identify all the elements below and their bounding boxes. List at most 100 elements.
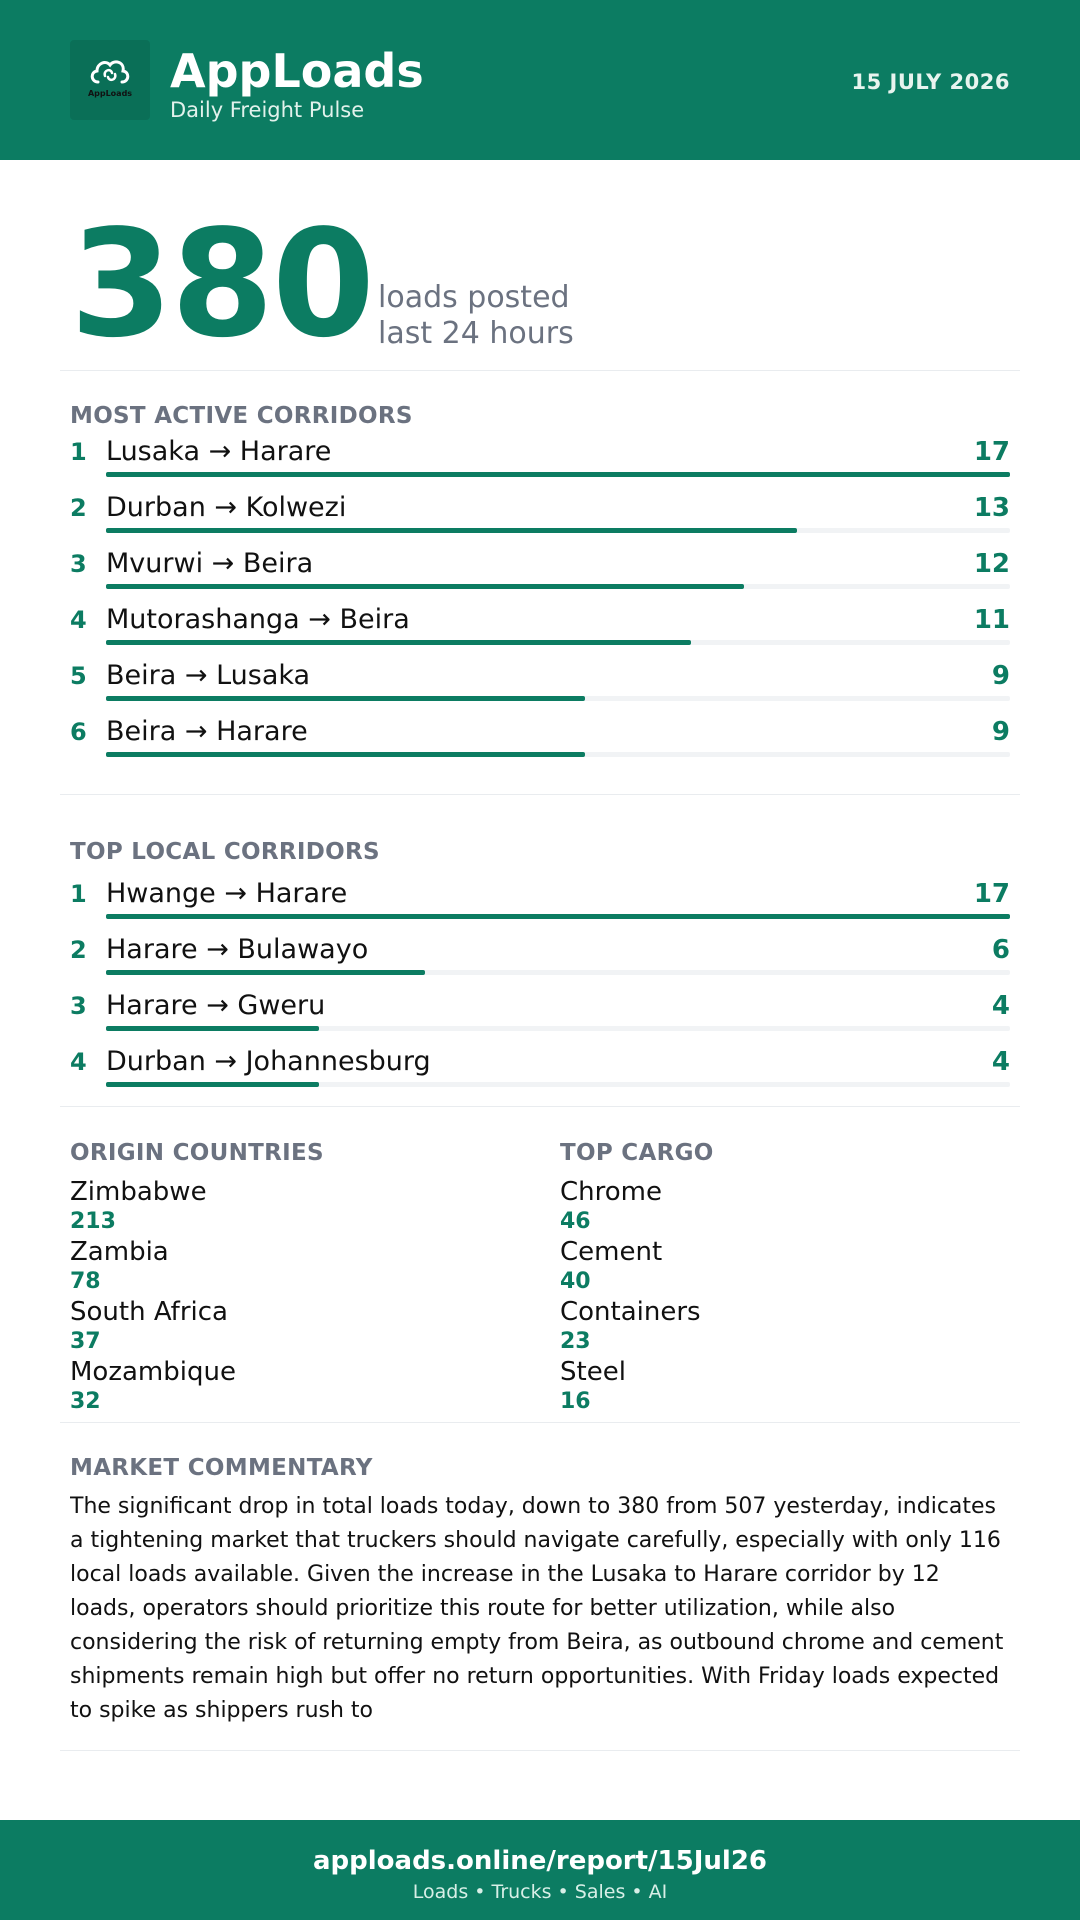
corridor-row: 2 Durban → Kolwezi 13 [70,488,1010,544]
stat-count: 46 [560,1209,591,1234]
stat-count: 213 [70,1209,116,1234]
top-local-title: TOP LOCAL CORRIDORS [70,839,380,865]
corridor-route: Beira → Harare [106,716,308,747]
corridor-route: Beira → Lusaka [106,660,311,691]
footer-tagline: Loads • Trucks • Sales • AI [412,1881,668,1903]
corridor-bar-track [106,472,1010,477]
corridor-route: Mvurwi → Beira [106,548,314,579]
corridor-count: 17 [973,437,1010,467]
corridor-route: Durban → Johannesburg [106,1046,431,1077]
stat-item: Zambia 78 [70,1237,490,1297]
corridor-count: 6 [991,935,1010,965]
stat-item: Cement 40 [560,1237,980,1297]
corridor-count: 9 [991,717,1010,747]
corridor-rank: 2 [70,494,87,522]
corridor-bar-fill [106,640,691,645]
stat-count: 32 [70,1389,101,1414]
corridor-route: Harare → Bulawayo [106,934,369,965]
corridor-rank: 5 [70,662,87,690]
stat-item: Mozambique 32 [70,1357,490,1417]
logo-text: AppLoads [87,89,133,98]
corridor-bar-track [106,970,1010,975]
report-date: 15 JULY 2026 [851,70,1010,94]
stat-name: Zambia [70,1237,169,1267]
corridor-route: Hwange → Harare [106,878,348,909]
corridor-bar-track [106,640,1010,645]
corridor-rank: 1 [70,438,87,466]
cloud-link-icon [90,60,130,84]
total-loads-label-line2: last 24 hours [378,316,574,351]
corridor-bar-fill [106,752,585,757]
stat-item: Chrome 46 [560,1177,980,1237]
corridor-row: 1 Hwange → Harare 17 [70,874,1010,930]
stat-name: Steel [560,1357,626,1387]
stat-count: 37 [70,1329,101,1354]
stat-count: 78 [70,1269,101,1294]
stat-item: Containers 23 [560,1297,980,1357]
stat-count: 23 [560,1329,591,1354]
corridor-rank: 4 [70,606,87,634]
corridor-rank: 4 [70,1048,87,1076]
corridor-bar-fill [106,914,1010,919]
corridor-bar-track [106,914,1010,919]
corridor-bar-track [106,584,1010,589]
corridor-route: Mutorashanga → Beira [106,604,410,635]
corridor-row: 2 Harare → Bulawayo 6 [70,930,1010,986]
header-bar: AppLoads AppLoads Daily Freight Pulse 15… [0,0,1080,160]
corridor-bar-fill [106,584,745,589]
top-local-list: 1 Hwange → Harare 17 2 Harare → Bulawayo 6 3 Ha… [70,874,1010,1098]
top-cargo-title: TOP CARGO [560,1140,714,1166]
most-active-title: MOST ACTIVE CORRIDORS [70,403,413,429]
corridor-route: Harare → Gweru [106,990,326,1021]
corridor-bar-fill [106,696,585,701]
corridor-row: 3 Mvurwi → Beira 12 [70,544,1010,600]
corridor-bar-fill [106,1082,319,1087]
corridor-bar-track [106,752,1010,757]
corridor-bar-track [106,1026,1010,1031]
stat-name: Chrome [560,1177,662,1207]
corridor-rank: 3 [70,550,87,578]
corridor-row: 3 Harare → Gweru 4 [70,986,1010,1042]
stat-name: Zimbabwe [70,1177,207,1207]
corridor-rank: 1 [70,880,87,908]
brand-title: AppLoads [170,44,424,98]
corridor-row: 5 Beira → Lusaka 9 [70,656,1010,712]
corridor-count: 17 [973,879,1010,909]
corridor-count: 13 [973,493,1010,523]
brand-subtitle: Daily Freight Pulse [170,98,365,122]
corridor-bar-fill [106,472,1010,477]
divider [60,370,1020,371]
corridor-row: 4 Durban → Johannesburg 4 [70,1042,1010,1098]
app-logo: AppLoads [70,40,150,120]
divider [60,1422,1020,1423]
commentary-title: MARKET COMMENTARY [70,1455,373,1481]
corridor-count: 9 [991,661,1010,691]
corridor-bar-fill [106,1026,319,1031]
corridor-row: 4 Mutorashanga → Beira 11 [70,600,1010,656]
stat-count: 40 [560,1269,591,1294]
stat-item: South Africa 37 [70,1297,490,1357]
total-loads-label: loads posted last 24 hours [378,280,574,352]
divider [60,1750,1020,1751]
hero-stat: 380 loads posted last 24 hours [70,210,1010,358]
corridor-count: 4 [991,991,1010,1021]
corridor-count: 12 [973,549,1010,579]
corridor-row: 1 Lusaka → Harare 17 [70,432,1010,488]
commentary-text: The significant drop in total loads toda… [70,1494,1004,1723]
origin-countries-list: Zimbabwe 213 Zambia 78 South Africa 37 Mozambi… [70,1177,490,1417]
corridor-row: 6 Beira → Harare 9 [70,712,1010,768]
stat-name: Containers [560,1297,701,1327]
corridor-count: 4 [991,1047,1010,1077]
corridor-route: Lusaka → Harare [106,436,332,467]
corridor-rank: 2 [70,936,87,964]
most-active-list: 1 Lusaka → Harare 17 2 Durban → Kolwezi 13 3 Mv… [70,432,1010,768]
stat-name: Mozambique [70,1357,236,1387]
report-link[interactable]: apploads.online/report/15Jul26 [312,1846,768,1876]
corridor-rank: 3 [70,992,87,1020]
corridor-route: Durban → Kolwezi [106,492,347,523]
divider [60,794,1020,795]
corridor-bar-fill [106,970,426,975]
corridor-bar-track [106,1082,1010,1087]
corridor-bar-fill [106,528,798,533]
stat-name: South Africa [70,1297,228,1327]
